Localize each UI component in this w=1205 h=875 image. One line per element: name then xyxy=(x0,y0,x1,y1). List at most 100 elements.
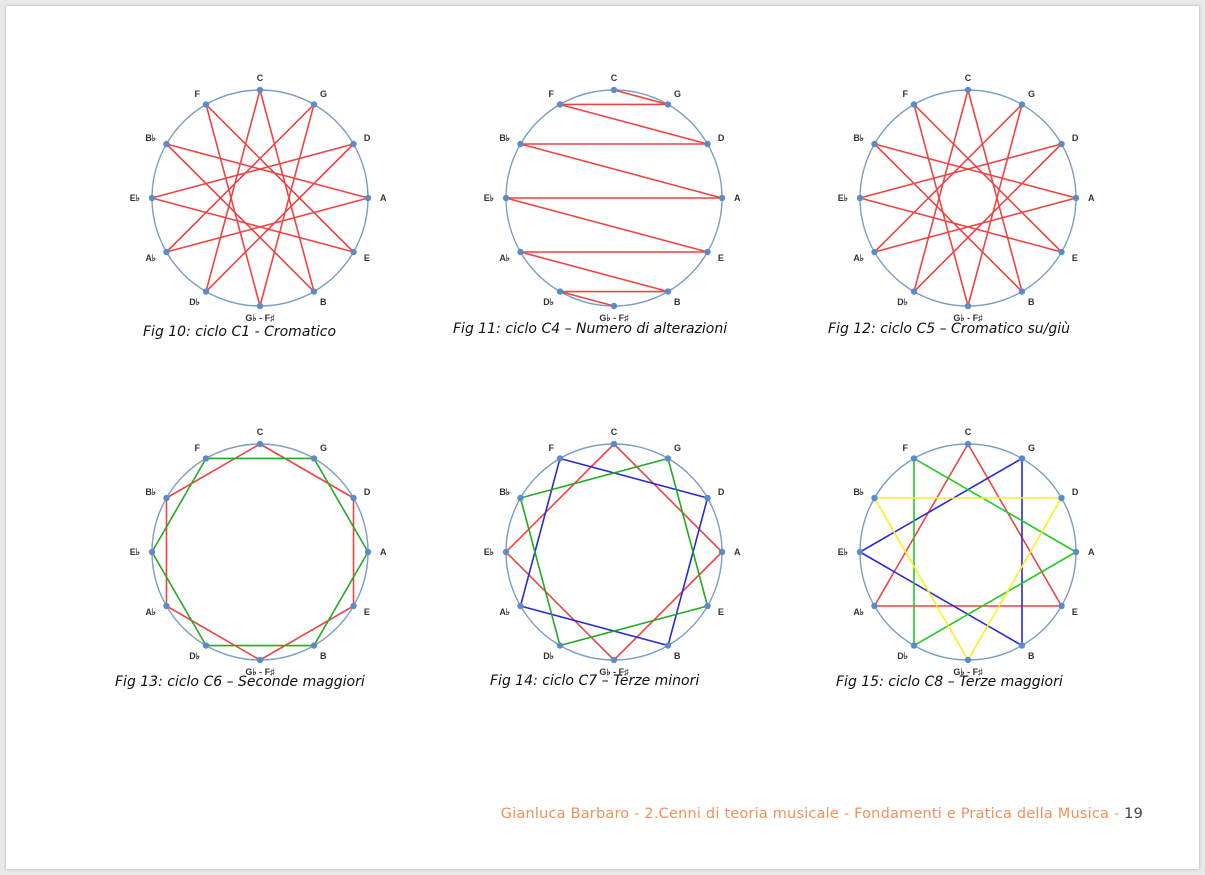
cycle-line xyxy=(873,103,1023,253)
note-label: D xyxy=(1072,487,1079,497)
note-dot xyxy=(517,494,524,502)
note-label: A xyxy=(1088,193,1095,203)
note-dot xyxy=(718,194,726,202)
note-label: E♭ xyxy=(484,547,494,557)
note-label: A xyxy=(380,193,387,203)
note-dot xyxy=(556,101,564,108)
note-label: D♭ xyxy=(543,297,554,307)
fig10-diagram: C G D A E B G♭ - F♯ D♭ A♭ E♭ B♭ F xyxy=(130,73,387,323)
note-dot xyxy=(517,248,524,256)
note-dot xyxy=(502,548,510,556)
note-label: F xyxy=(195,89,201,99)
note-dot xyxy=(1018,288,1026,295)
note-dot xyxy=(163,140,170,148)
note-dot xyxy=(871,248,878,256)
polygon-edge-2 xyxy=(913,457,1077,553)
cycle-line xyxy=(205,103,355,253)
note-dot xyxy=(350,248,357,256)
cycle-line xyxy=(613,89,669,106)
polygon-edge-1 xyxy=(313,551,369,646)
note-dot xyxy=(704,248,711,256)
note-label: B♭ xyxy=(499,133,510,143)
cycle-line xyxy=(913,143,1063,293)
polygon-edge-2 xyxy=(520,457,669,499)
note-dot xyxy=(610,440,618,448)
note-dot xyxy=(310,101,318,108)
cycle-line xyxy=(205,143,355,293)
cycle-line xyxy=(873,143,1023,293)
note-label: G xyxy=(1028,89,1035,99)
figure-10: C G D A E B G♭ - F♯ D♭ A♭ E♭ B♭ F xyxy=(130,70,387,323)
note-label: F xyxy=(195,443,201,453)
note-dot xyxy=(364,548,372,556)
note-dot xyxy=(718,548,726,556)
cycle-line xyxy=(166,197,369,253)
cycle-line xyxy=(859,197,1062,253)
note-label: G♭ - F♯ xyxy=(599,313,629,323)
note-dot xyxy=(910,642,918,649)
note-label: C xyxy=(611,73,618,83)
note-dot xyxy=(556,288,564,295)
note-label: C xyxy=(611,427,618,437)
note-dot xyxy=(310,455,318,462)
figure-13: C G D A E B G♭ - F♯ D♭ A♭ E♭ B♭ F xyxy=(130,424,387,677)
cycle-line xyxy=(205,89,261,292)
note-label: A♭ xyxy=(145,253,156,263)
polygon-edge-2 xyxy=(519,497,561,646)
polygon-edge-0 xyxy=(613,443,723,553)
page-number: 19 xyxy=(1124,806,1143,822)
note-dot xyxy=(856,194,864,202)
note-label: C xyxy=(257,427,264,437)
fig14-diagram: C G D A E B G♭ - F♯ D♭ A♭ E♭ B♭ F xyxy=(484,427,741,677)
note-dot xyxy=(148,194,156,202)
note-label: B♭ xyxy=(499,487,510,497)
note-dot xyxy=(910,288,918,295)
note-dot xyxy=(964,302,972,310)
note-label: A xyxy=(734,193,741,203)
note-label: G♭ - F♯ xyxy=(953,667,983,677)
note-label: E♭ xyxy=(484,193,494,203)
polygon-edge-1 xyxy=(520,605,669,647)
cycle-line xyxy=(520,143,723,199)
page-footer: Gianluca Barbaro - 2.Cenni di teoria mus… xyxy=(501,806,1143,822)
note-dot xyxy=(502,194,510,202)
polygon-edge-1 xyxy=(667,497,709,646)
note-dot xyxy=(364,194,372,202)
figure-10-caption: Fig 10: ciclo C1 - Cromatico xyxy=(143,324,337,340)
cycle-line xyxy=(259,89,315,292)
cycle-line xyxy=(205,104,261,307)
note-label: G xyxy=(1028,443,1035,453)
cycle-line xyxy=(967,104,1023,307)
note-label: A♭ xyxy=(853,607,864,617)
note-dot xyxy=(148,548,156,556)
note-dot xyxy=(964,86,972,94)
footer-text: Gianluca Barbaro - 2.Cenni di teoria mus… xyxy=(500,806,1125,822)
note-label: D xyxy=(718,133,725,143)
cycle-line xyxy=(559,103,708,145)
note-label: D♭ xyxy=(543,651,554,661)
note-label: E xyxy=(718,607,724,617)
note-dot xyxy=(256,656,264,664)
note-dot xyxy=(664,642,672,649)
note-dot xyxy=(202,642,210,649)
note-label: A♭ xyxy=(499,607,510,617)
fig15-diagram: C G D A E B G♭ - F♯ D♭ A♭ E♭ B♭ F xyxy=(838,427,1095,677)
cycle-line xyxy=(165,143,315,293)
note-label: G♭ - F♯ xyxy=(245,667,275,677)
note-label: D♭ xyxy=(897,651,908,661)
note-dot xyxy=(964,656,972,664)
note-dot xyxy=(202,288,210,295)
figure-12: C G D A E B G♭ - F♯ D♭ A♭ E♭ B♭ F xyxy=(838,70,1095,323)
note-dot xyxy=(910,101,918,108)
note-dot xyxy=(1058,602,1065,610)
note-dot xyxy=(964,440,972,448)
note-label: B♭ xyxy=(145,133,156,143)
polygon-edge-0 xyxy=(613,551,723,661)
polygon-edge-0 xyxy=(967,443,1063,607)
note-label: E xyxy=(364,607,370,617)
note-label: B xyxy=(320,297,327,307)
note-label: D♭ xyxy=(189,651,200,661)
cycle-line xyxy=(151,197,354,253)
note-dot xyxy=(350,140,357,148)
outer-circle xyxy=(859,443,1077,661)
